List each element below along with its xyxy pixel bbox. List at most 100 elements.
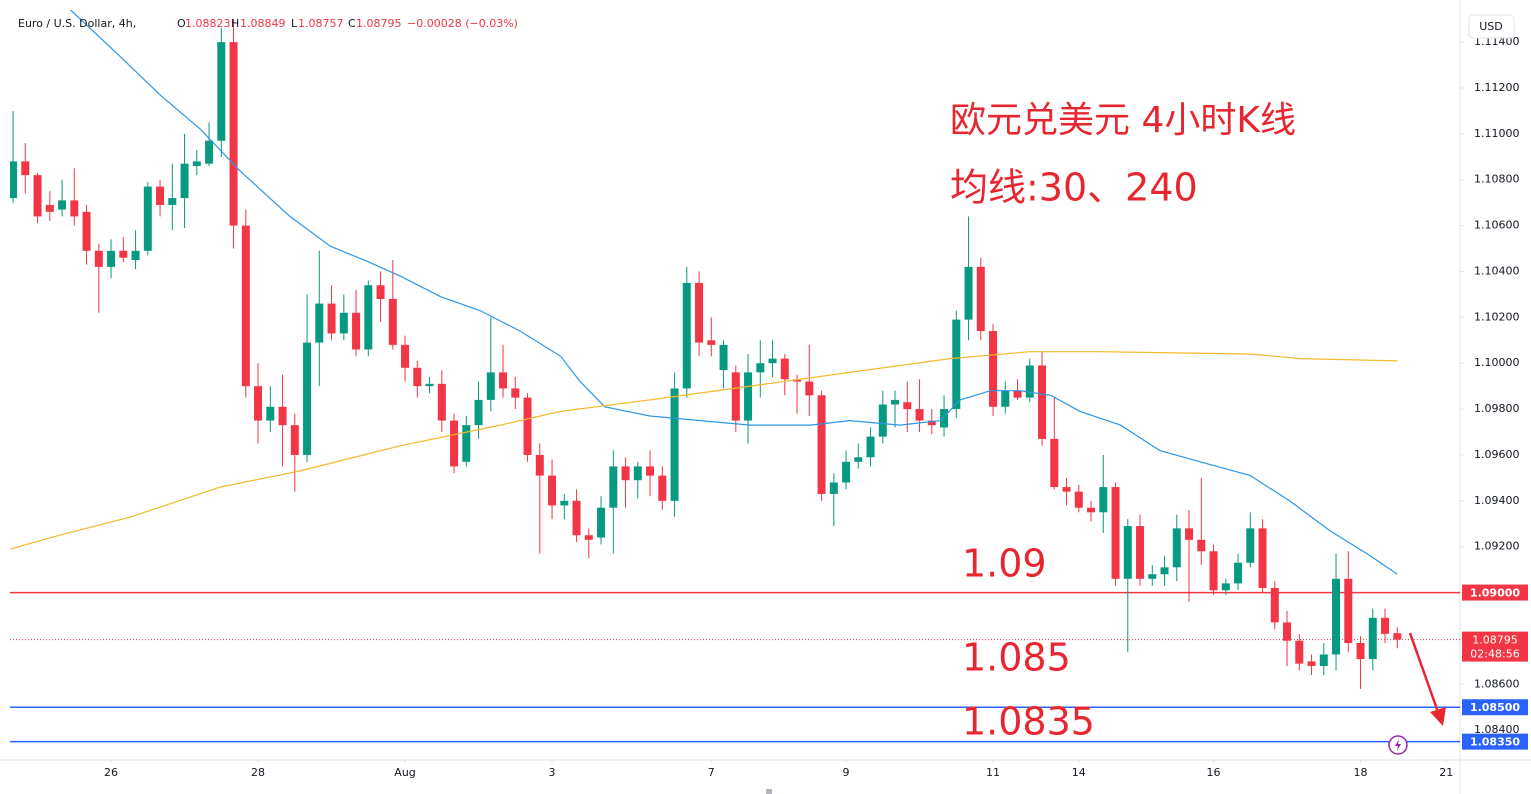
arrow-head [1430, 707, 1446, 726]
candle-body [168, 198, 177, 205]
last-price-label: 1.08795 [1472, 634, 1518, 647]
candle-body [903, 402, 912, 410]
candle-body [511, 388, 520, 398]
candle-body [682, 282, 691, 389]
annotation: 1.085 [962, 636, 1071, 680]
candle-body [535, 454, 544, 476]
x-tick-label: 21 [1439, 766, 1453, 779]
candle-body [805, 381, 814, 396]
price-label-box [1462, 733, 1528, 750]
ohlc-value: 1.08757 [298, 17, 344, 30]
candle-body [707, 340, 716, 345]
candle-body [82, 211, 91, 251]
candle-body [842, 461, 851, 483]
candle-body [670, 388, 679, 501]
replay-icon[interactable] [1388, 735, 1408, 755]
currency-button[interactable]: USD [1468, 14, 1515, 39]
candle-body [1111, 487, 1120, 579]
y-tick-label: 1.11000 [1474, 127, 1520, 140]
candle-body [119, 250, 128, 258]
currency-button-box[interactable] [1468, 14, 1515, 39]
scroll-handle[interactable] [766, 789, 772, 794]
candle-body [1295, 640, 1304, 664]
candle-body [315, 303, 324, 343]
ohlc-key: O [177, 17, 186, 30]
candle-body [10, 161, 18, 199]
candle-body [1050, 438, 1059, 488]
candle-body [878, 404, 887, 437]
candle-body [376, 285, 385, 299]
y-tick-label: 1.09200 [1474, 540, 1520, 553]
price-label: 1.08500 [1470, 701, 1520, 714]
candle-body [1160, 567, 1169, 575]
candle-body [989, 331, 998, 407]
icon-bolt[interactable] [1395, 739, 1401, 751]
down-arrow [1408, 632, 1446, 726]
y-tick-label: 1.11200 [1474, 81, 1520, 94]
candle-body [609, 466, 618, 508]
candle-body [1172, 528, 1181, 568]
candle-body [793, 379, 802, 382]
candle-body [94, 250, 103, 267]
candle-body [474, 399, 483, 426]
candle-body [829, 482, 838, 494]
price-label: 1.08350 [1470, 736, 1520, 749]
price-label-box [1462, 584, 1528, 601]
y-tick-label: 1.10800 [1474, 173, 1520, 186]
currency[interactable]: USD [1479, 20, 1503, 33]
candle-body [621, 466, 630, 481]
candle-body [646, 466, 655, 476]
x-tick-label: 16 [1207, 766, 1221, 779]
candle-body [1001, 390, 1010, 407]
candle-body [217, 42, 226, 141]
candle-body [254, 386, 263, 421]
candle-body [915, 409, 924, 421]
candle-body [33, 175, 42, 217]
candle-body [290, 425, 299, 455]
candle-body [499, 372, 508, 389]
candle-body [437, 383, 446, 421]
candle-body [425, 383, 434, 387]
candle-body [131, 250, 140, 260]
candle-body [891, 399, 900, 405]
candle-body [70, 200, 79, 217]
plot-area [10, 10, 1460, 743]
candle-body [584, 535, 593, 540]
last-price-box [1462, 631, 1528, 662]
candle-body [1393, 633, 1402, 640]
annotation: 均线:30、240 [950, 166, 1198, 210]
candle-body [1197, 539, 1206, 552]
candle-body [1344, 578, 1353, 644]
candle-body [964, 266, 973, 320]
y-tick-label: 1.09600 [1474, 448, 1520, 461]
candle-body [1025, 365, 1034, 398]
y-tick-label: 1.10000 [1474, 356, 1520, 369]
candle-body [1307, 661, 1316, 666]
candle-body [180, 163, 189, 199]
candle-body [241, 225, 250, 387]
candle-body [327, 303, 336, 334]
candle-body [1368, 617, 1377, 660]
candle-body [695, 282, 704, 343]
candle-body [572, 500, 581, 536]
candle-body [1087, 507, 1096, 513]
candle-body [1332, 578, 1341, 655]
price-label-box [1462, 699, 1528, 716]
y-tick-label: 1.09800 [1474, 402, 1520, 415]
moving-average [10, 351, 1398, 550]
candle-body [866, 436, 875, 458]
x-tick-label: 18 [1354, 766, 1368, 779]
candle-body [927, 420, 936, 426]
x-tick-label: 26 [104, 766, 118, 779]
candle-body [58, 200, 67, 210]
candle-body [1185, 528, 1194, 540]
candle-body [192, 161, 201, 166]
candle-body [731, 372, 740, 421]
candle-body [462, 425, 471, 462]
candle-body [854, 457, 863, 462]
candle-body [768, 358, 777, 364]
change: −0.00028 (−0.03%) [407, 17, 518, 30]
candle-body [278, 406, 287, 426]
x-tick-label: 14 [1072, 766, 1086, 779]
candle-body [1234, 562, 1243, 584]
